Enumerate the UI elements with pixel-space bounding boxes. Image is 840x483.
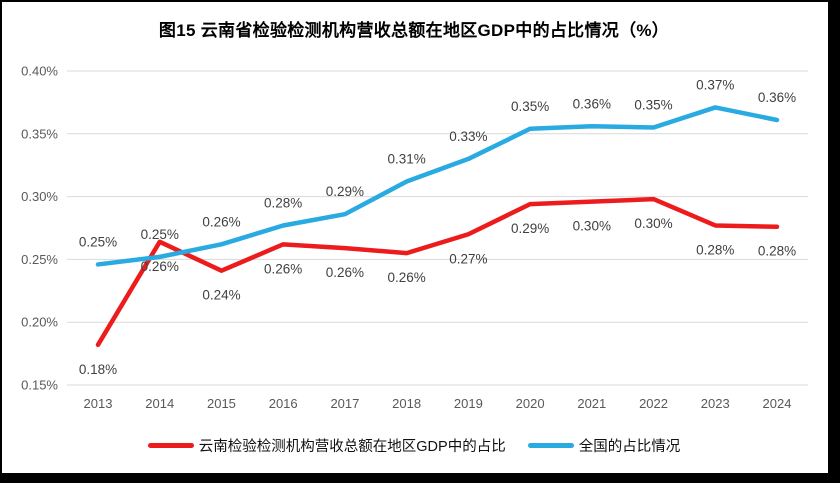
y-axis-label: 0.35%	[21, 126, 58, 141]
data-label: 0.28%	[758, 244, 796, 259]
legend-item-national: 全国的占比情况	[527, 435, 681, 456]
data-label: 0.37%	[696, 77, 734, 92]
y-axis-label: 0.20%	[21, 315, 58, 330]
data-label: 0.33%	[449, 129, 487, 144]
data-label: 0.24%	[202, 288, 240, 303]
data-label: 0.25%	[79, 234, 117, 249]
yunnan-series-label: 云南检验检测机构营收总额在地区GDP中的占比	[198, 438, 506, 455]
data-label: 0.18%	[79, 362, 117, 377]
chart-background	[2, 2, 828, 473]
data-label: 0.26%	[326, 265, 364, 280]
x-axis-label: 2021	[577, 396, 606, 411]
chart-title: 图15 云南省检验检测机构营收总额在地区GDP中的占比情况（%）	[158, 21, 670, 40]
national-series-swatch	[527, 442, 574, 448]
data-label: 0.36%	[758, 90, 796, 105]
x-axis-label: 2017	[330, 396, 359, 411]
y-axis-label: 0.25%	[21, 252, 58, 267]
data-label: 0.26%	[387, 270, 425, 285]
x-axis-label: 2023	[701, 396, 730, 411]
x-axis-label: 2018	[392, 396, 421, 411]
x-axis-label: 2016	[269, 396, 298, 411]
y-axis-label: 0.30%	[21, 189, 58, 204]
legend: 云南检验检测机构营收总额在地区GDP中的占比 全国的占比情况	[0, 433, 828, 457]
data-label: 0.28%	[264, 195, 302, 210]
data-label: 0.35%	[511, 99, 549, 114]
data-label: 0.26%	[141, 259, 179, 274]
x-axis-label: 2024	[763, 396, 792, 411]
data-label: 0.30%	[573, 219, 611, 234]
data-label: 0.35%	[634, 98, 672, 113]
x-axis-label: 2013	[84, 396, 113, 411]
data-label: 0.26%	[264, 261, 302, 276]
data-label: 0.26%	[202, 214, 240, 229]
series-line-1	[95, 105, 780, 267]
data-label: 0.29%	[326, 184, 364, 199]
x-axis-label: 2014	[145, 396, 174, 411]
x-axis-label: 2019	[454, 396, 483, 411]
data-label: 0.36%	[573, 96, 611, 111]
data-label: 0.28%	[696, 242, 734, 257]
x-axis-label: 2020	[516, 396, 545, 411]
x-axis-label: 2022	[639, 396, 668, 411]
y-axis-label: 0.40%	[21, 64, 58, 79]
data-label: 0.31%	[387, 152, 425, 167]
x-axis-label: 2015	[207, 396, 236, 411]
data-label: 0.29%	[511, 221, 549, 236]
data-label: 0.27%	[449, 251, 487, 266]
data-label: 0.25%	[141, 227, 179, 242]
yunnan-series-swatch	[147, 442, 194, 448]
data-label: 0.30%	[634, 216, 672, 231]
legend-item-yunnan: 云南检验检测机构营收总额在地区GDP中的占比	[147, 435, 506, 456]
y-axis-label: 0.15%	[21, 378, 58, 393]
series-line-0	[95, 196, 780, 348]
national-series-label: 全国的占比情况	[578, 438, 681, 455]
